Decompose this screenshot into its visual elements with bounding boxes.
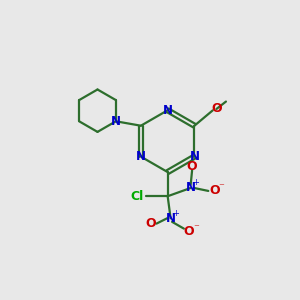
Text: O: O	[184, 225, 194, 238]
Text: N: N	[111, 115, 121, 128]
Text: O: O	[211, 102, 222, 116]
Text: ⁻: ⁻	[194, 223, 200, 233]
Text: N: N	[136, 150, 146, 163]
Text: +: +	[193, 178, 200, 187]
Text: O: O	[187, 160, 197, 173]
Text: N: N	[186, 182, 196, 194]
Text: N: N	[163, 104, 173, 117]
Text: N: N	[189, 150, 200, 163]
Text: N: N	[166, 212, 176, 225]
Text: +: +	[172, 208, 179, 217]
Text: Cl: Cl	[131, 190, 144, 203]
Text: O: O	[145, 217, 156, 230]
Text: O: O	[209, 184, 220, 197]
Text: ⁻: ⁻	[219, 182, 224, 192]
